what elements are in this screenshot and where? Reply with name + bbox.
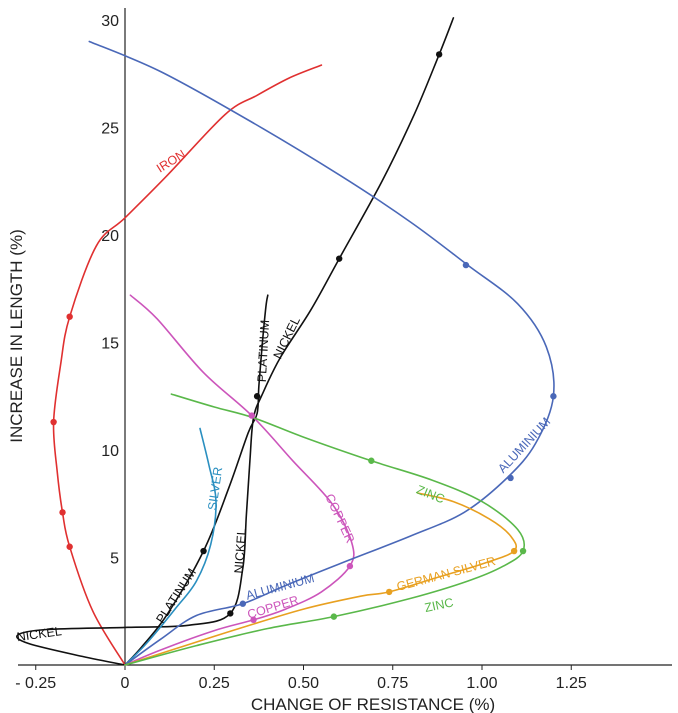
curve-label-nickel: NICKEL bbox=[232, 528, 249, 574]
x-tick-label: 1.00 bbox=[466, 675, 497, 692]
x-tick-label: 0 bbox=[121, 675, 130, 692]
x-tick-label: 0.50 bbox=[288, 675, 319, 692]
curve-label-nickel: NICKEL bbox=[271, 314, 303, 361]
series-line-nickel bbox=[16, 17, 455, 666]
curve-label-aluminium: ALUMINIUM bbox=[495, 415, 553, 476]
y-tick-label: 30 bbox=[101, 13, 119, 30]
data-point-zinc bbox=[330, 613, 338, 620]
data-point-iron bbox=[59, 509, 66, 516]
data-point-copper bbox=[346, 562, 354, 570]
data-point-aluminium bbox=[550, 393, 557, 400]
axes: - 0.25 0 0.25 0.50 0.75 1.00 1.25 5 10 15 20 25 30 bbox=[15, 8, 672, 692]
y-axis-title: INCREASE IN LENGTH (%) bbox=[7, 229, 26, 442]
data-point-nickel bbox=[253, 393, 261, 400]
series-line-zinc bbox=[124, 393, 525, 666]
data-point-iron bbox=[50, 418, 57, 426]
y-tick-label: 15 bbox=[101, 336, 119, 353]
data-point-zinc bbox=[519, 547, 527, 555]
curve-label-copper: COPPER bbox=[322, 492, 357, 546]
series-line-silver bbox=[124, 427, 217, 666]
x-tick-label: 0.75 bbox=[377, 675, 408, 692]
series-line-platinum bbox=[124, 294, 269, 666]
data-point-iron bbox=[66, 543, 73, 550]
data-point-platinum bbox=[200, 547, 207, 555]
data-point-nickel bbox=[336, 255, 343, 262]
x-tick-label: - 0.25 bbox=[15, 675, 56, 692]
curve-label-nickel: NICKEL bbox=[16, 624, 63, 644]
data-point-iron bbox=[66, 313, 73, 320]
data-point-german-silver bbox=[510, 547, 518, 555]
series-line-aluminium bbox=[88, 40, 555, 666]
data-point-copper bbox=[250, 616, 257, 624]
data-point-nickel bbox=[435, 51, 443, 58]
curve-label-silver: SILVER bbox=[205, 466, 225, 511]
data-point-aluminium bbox=[462, 261, 470, 269]
curve-label-platinum: PLATINUM bbox=[255, 320, 272, 383]
x-axis-title: CHANGE OF RESISTANCE (%) bbox=[251, 695, 495, 713]
y-tick-label: 25 bbox=[101, 121, 119, 138]
x-tick-label: 1.25 bbox=[556, 675, 587, 692]
series-line-copper bbox=[124, 294, 355, 666]
curve-label-zinc: ZINC bbox=[423, 595, 454, 615]
data-point-copper bbox=[248, 412, 255, 419]
curve-labels: IRONNICKELNICKELNICKELPLATINUMPLATINUMSI… bbox=[16, 147, 553, 644]
data-point-nickel bbox=[227, 610, 234, 617]
y-tick-label: 10 bbox=[101, 443, 119, 460]
y-tick-label: 20 bbox=[101, 228, 119, 245]
data-point-zinc bbox=[368, 457, 375, 464]
x-tick-label: 0.25 bbox=[199, 675, 230, 692]
series-line-german-silver bbox=[124, 492, 517, 666]
y-tick-label: 5 bbox=[110, 551, 119, 568]
curve-label-zinc: ZINC bbox=[414, 483, 446, 507]
markers bbox=[50, 51, 557, 624]
data-point-aluminium bbox=[507, 474, 514, 482]
data-point-german-silver bbox=[385, 588, 393, 596]
data-point-aluminium bbox=[239, 600, 247, 607]
